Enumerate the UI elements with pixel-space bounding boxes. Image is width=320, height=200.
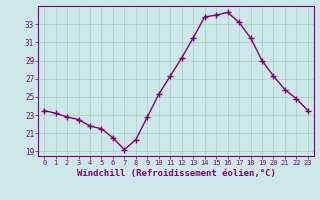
X-axis label: Windchill (Refroidissement éolien,°C): Windchill (Refroidissement éolien,°C): [76, 169, 276, 178]
